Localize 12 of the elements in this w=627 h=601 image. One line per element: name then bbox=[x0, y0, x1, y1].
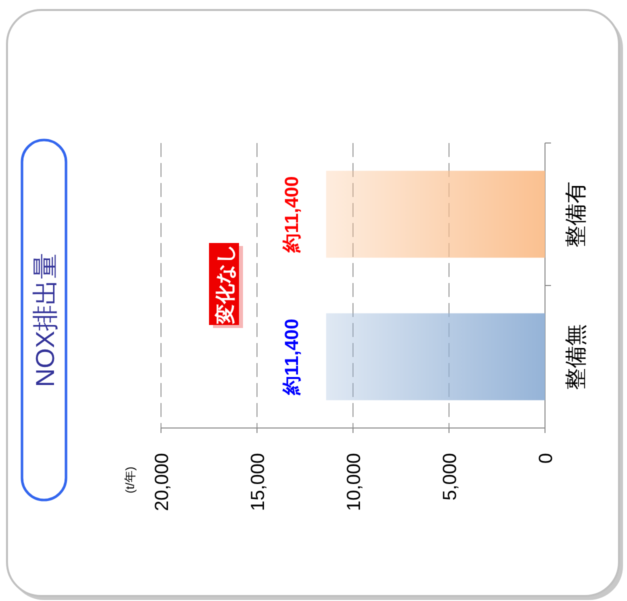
x-tick-label: 10,000 bbox=[344, 453, 365, 512]
text: NOX排出量 bbox=[30, 252, 60, 388]
annotation: 変化なし bbox=[214, 244, 237, 325]
x-tick-label: 15,000 bbox=[248, 453, 269, 512]
data-label: 約11,400 bbox=[282, 318, 304, 396]
data-label: 約11,400 bbox=[282, 176, 304, 254]
y-tick-label: 整備無 bbox=[563, 324, 588, 390]
x-tick-label: 0 bbox=[536, 453, 557, 464]
x-tick-label: 5,000 bbox=[440, 453, 461, 501]
x-tick-label: 20,000 bbox=[152, 453, 173, 512]
y-tick-label: 整備有 bbox=[563, 181, 588, 248]
text: (t/年) bbox=[123, 466, 137, 494]
